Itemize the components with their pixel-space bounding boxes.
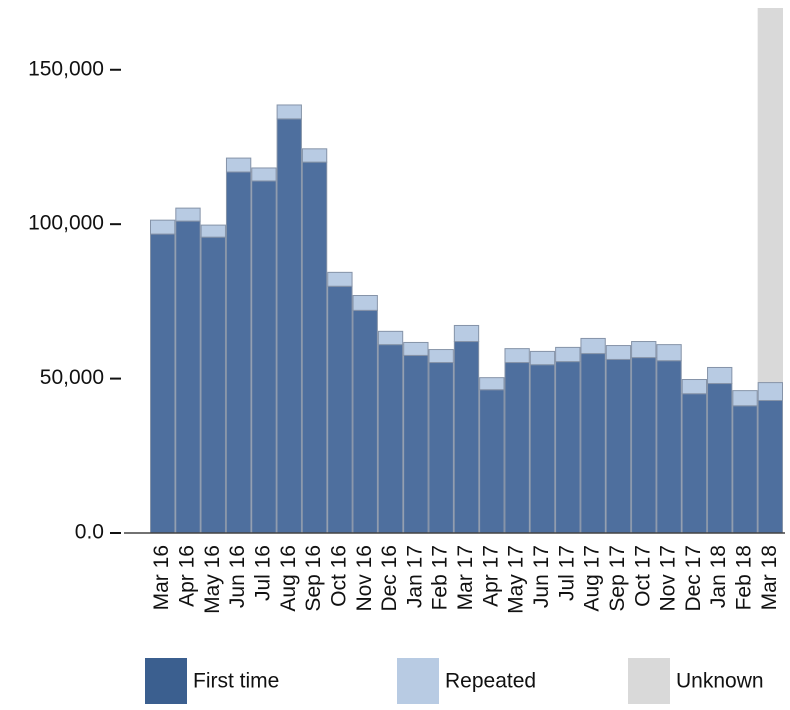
legend-swatch	[145, 658, 187, 704]
legend-swatch	[628, 658, 670, 704]
bar-segment	[175, 220, 201, 534]
x-tick-label: Nov 17	[657, 545, 680, 612]
x-tick-label: Mar 16	[150, 545, 173, 610]
bar-segment	[453, 324, 480, 343]
x-tick-label: Jan 17	[403, 545, 426, 608]
x-tick-label: Jun 17	[530, 545, 553, 608]
legend-label: Repeated	[445, 670, 536, 693]
bar-segment	[529, 364, 556, 534]
x-tick-label: Jan 18	[707, 545, 730, 608]
bar-segment	[681, 393, 708, 534]
x-tick-label: Apr 17	[479, 545, 502, 607]
bar-segment	[150, 233, 176, 534]
bar-segment	[352, 309, 378, 534]
y-tick-label: 150,000	[28, 57, 104, 80]
bar-segment	[757, 400, 783, 534]
bar-segment	[327, 271, 353, 287]
bar-segment	[403, 354, 429, 534]
x-tick-label: Oct 17	[631, 545, 654, 607]
x-tick-label: Sep 16	[302, 545, 325, 612]
x-tick-label: Aug 16	[277, 545, 300, 612]
bar-segment	[276, 104, 302, 120]
x-tick-label: Jul 17	[555, 545, 578, 601]
legend-swatch	[397, 658, 439, 704]
bar-segment	[150, 219, 176, 235]
bar-segment	[479, 389, 505, 534]
bar-segment	[428, 349, 454, 364]
bar-segment	[529, 350, 556, 366]
x-tick-label: May 17	[505, 545, 528, 614]
bar-segment	[377, 330, 404, 346]
x-tick-label: Mar 18	[758, 545, 781, 610]
y-tick-label: 100,000	[28, 212, 104, 235]
x-tick-label: Jun 16	[226, 545, 249, 608]
bar-segment	[631, 357, 657, 534]
bar-segment	[707, 383, 733, 534]
legend-label: Unknown	[676, 670, 764, 693]
legend-label: First time	[193, 670, 279, 693]
bar-segment	[352, 295, 378, 311]
bar-segment	[656, 360, 682, 534]
x-tick-label: Sep 17	[606, 545, 629, 612]
bar-segment	[453, 341, 480, 534]
bar-segment	[225, 171, 252, 534]
x-tick-label: May 16	[201, 545, 224, 614]
x-tick-label: Oct 16	[327, 545, 350, 607]
x-tick-label: Mar 17	[454, 545, 477, 610]
bar-segment	[479, 377, 505, 391]
x-tick-label: Feb 18	[733, 545, 756, 610]
y-tick-label: 50,000	[40, 366, 104, 389]
bar-segment	[707, 366, 733, 385]
x-tick-label: Jul 16	[251, 545, 274, 601]
bar-segment	[175, 207, 201, 222]
bar-segment	[732, 405, 758, 534]
bar-segment	[251, 167, 277, 182]
bar-segment	[251, 180, 277, 534]
x-tick-label: Apr 16	[176, 545, 199, 607]
bar-segment	[200, 224, 226, 238]
bar-segment	[631, 341, 657, 359]
bar-segment	[656, 344, 682, 362]
bar-segment	[225, 157, 252, 173]
bar-segment	[605, 345, 632, 360]
bar-segment	[327, 285, 353, 534]
x-tick-label: Feb 17	[429, 545, 452, 610]
bar-segment	[605, 358, 632, 534]
x-tick-label: Aug 17	[581, 545, 604, 612]
bar-segment	[757, 382, 783, 402]
bar-segment	[504, 362, 530, 534]
x-tick-label: Nov 16	[353, 545, 376, 612]
x-tick-label: Dec 16	[378, 545, 401, 612]
bar-segment	[301, 148, 328, 163]
x-tick-label: Dec 17	[682, 545, 705, 612]
bar-segment	[580, 353, 606, 534]
bar-segment	[428, 362, 454, 534]
bar-segment	[276, 118, 302, 534]
bar-segment	[301, 161, 328, 534]
bar-segment	[403, 341, 429, 356]
bar-segment	[555, 346, 581, 363]
bar-segment	[580, 337, 606, 355]
bar-segment	[681, 379, 708, 395]
bar-segment	[504, 348, 530, 364]
y-tick-label: 0.0	[75, 521, 104, 544]
bar-segment	[732, 390, 758, 407]
bar-segment	[377, 344, 404, 534]
bar-segment	[555, 361, 581, 534]
bar-segment	[200, 236, 226, 534]
